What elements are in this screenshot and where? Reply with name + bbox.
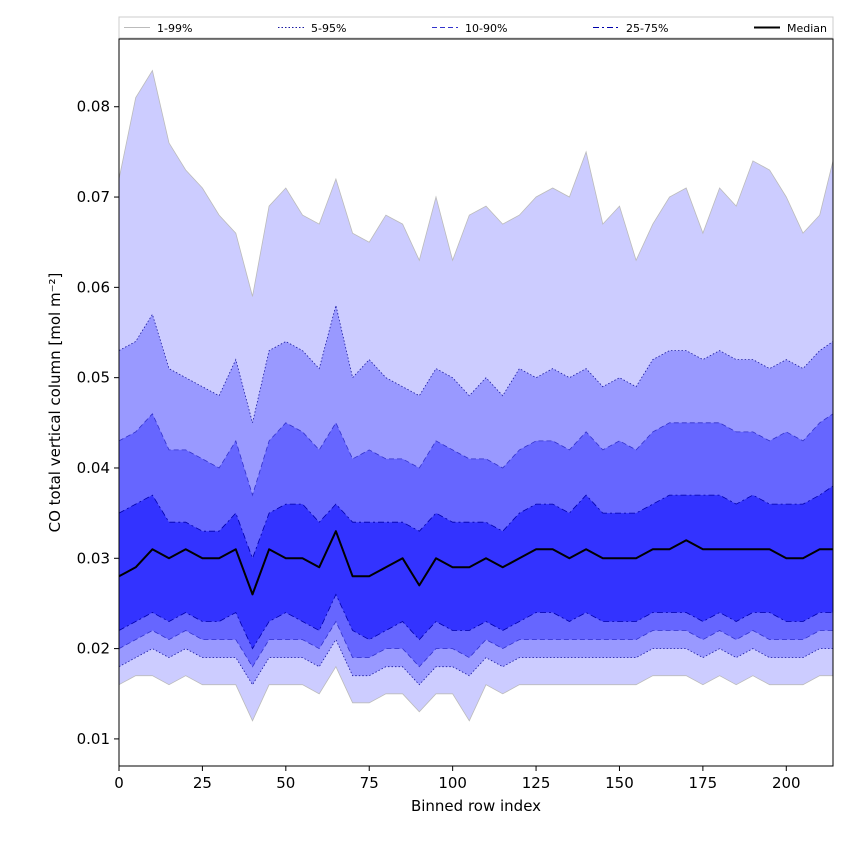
- y-tick-label: 0.01: [77, 730, 110, 748]
- x-axis-ticks: 0 25 50 75 100 125 150 175 200: [114, 766, 801, 792]
- y-tick-label: 0.08: [77, 98, 110, 116]
- x-tick-label: 0: [114, 774, 124, 792]
- y-tick-label: 0.07: [77, 188, 110, 206]
- band-5-95-lower-line: [118, 638, 833, 686]
- x-tick-label: 25: [193, 774, 212, 792]
- band-25-75-fill: [119, 486, 833, 649]
- legend-label-median: Median: [787, 22, 827, 35]
- legend-label-1-99: 1-99%: [157, 22, 192, 35]
- x-tick-label: 175: [689, 774, 718, 792]
- y-tick-label: 0.02: [77, 640, 110, 658]
- x-tick-label: 150: [605, 774, 634, 792]
- band-10-90-upper-line: [118, 413, 834, 497]
- band-1-99-upper-line: [118, 69, 834, 297]
- median-line: [118, 530, 833, 596]
- band-10-90-lower-line: [118, 620, 833, 668]
- x-tick-label: 125: [522, 774, 551, 792]
- y-axis-label: CO total vertical column [mol m⁻²]: [46, 273, 64, 533]
- x-tick-label: 100: [438, 774, 467, 792]
- y-tick-label: 0.05: [77, 369, 110, 387]
- y-axis-ticks: 0.01 0.02 0.03 0.04 0.05 0.06 0.07 0.08: [77, 98, 119, 748]
- median-series: [118, 530, 833, 596]
- band-1-99-lower-line: [118, 665, 833, 722]
- x-tick-label: 200: [772, 774, 801, 792]
- percentile-band-lines: [118, 69, 834, 722]
- x-axis-label: Binned row index: [411, 797, 541, 815]
- legend-label-5-95: 5-95%: [311, 22, 346, 35]
- legend-label-25-75: 25-75%: [626, 22, 668, 35]
- percentile-bands: [119, 70, 833, 721]
- x-tick-label: 75: [360, 774, 379, 792]
- plot-frame: [118, 38, 834, 767]
- band-25-75-upper-line: [118, 485, 834, 560]
- y-tick-label: 0.06: [77, 278, 110, 296]
- legend-label-10-90: 10-90%: [465, 22, 507, 35]
- legend-box: [118, 16, 834, 39]
- band-5-95-upper-line: [118, 305, 834, 423]
- chart-legend: 1-99% 5-95% 10-90% 25-75% Median: [118, 16, 834, 39]
- x-tick-label: 50: [276, 774, 295, 792]
- y-tick-label: 0.04: [77, 459, 110, 477]
- y-tick-label: 0.03: [77, 549, 110, 567]
